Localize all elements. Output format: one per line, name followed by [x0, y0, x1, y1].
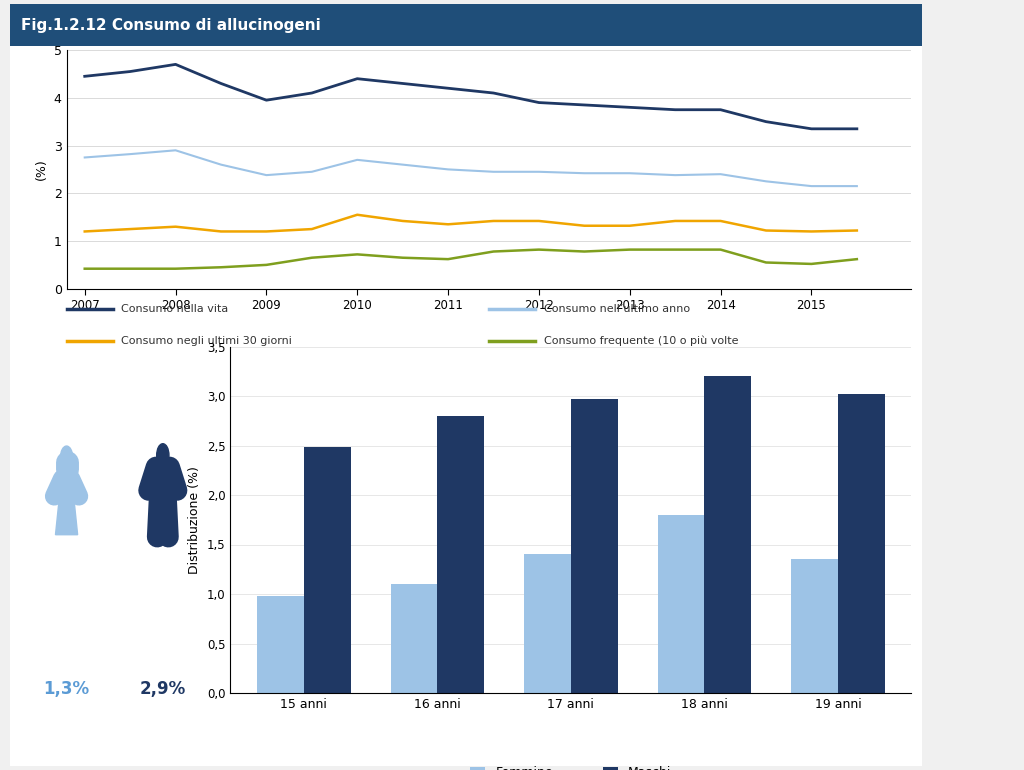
Text: Fig.1.2.12 Consumo di allucinogeni: Fig.1.2.12 Consumo di allucinogeni — [22, 18, 321, 32]
Circle shape — [157, 444, 169, 467]
Bar — [657, 515, 705, 693]
Text: Consumo nella vita: Consumo nella vita — [122, 304, 228, 314]
Bar — [156, 459, 170, 500]
Bar — [705, 377, 752, 693]
Text: 1,3%: 1,3% — [43, 680, 90, 698]
Bar — [390, 584, 437, 693]
Bar — [571, 399, 617, 693]
Text: Consumo nell’ultimo anno: Consumo nell’ultimo anno — [544, 304, 690, 314]
Bar — [257, 596, 304, 693]
Bar — [838, 394, 885, 693]
Bar — [304, 447, 350, 693]
Bar — [792, 559, 838, 693]
Text: 2,9%: 2,9% — [139, 680, 186, 698]
Text: Consumo negli ultimi 30 giorni: Consumo negli ultimi 30 giorni — [122, 336, 292, 346]
Y-axis label: (%): (%) — [35, 159, 48, 180]
Polygon shape — [55, 470, 78, 534]
Legend: Femmine, Maschi: Femmine, Maschi — [465, 761, 677, 770]
Y-axis label: Distribuzione (%): Distribuzione (%) — [188, 466, 202, 574]
Bar — [524, 554, 571, 693]
Text: Consumo frequente (10 o più volte: Consumo frequente (10 o più volte — [544, 336, 738, 346]
Circle shape — [60, 446, 73, 470]
Bar — [437, 416, 484, 693]
